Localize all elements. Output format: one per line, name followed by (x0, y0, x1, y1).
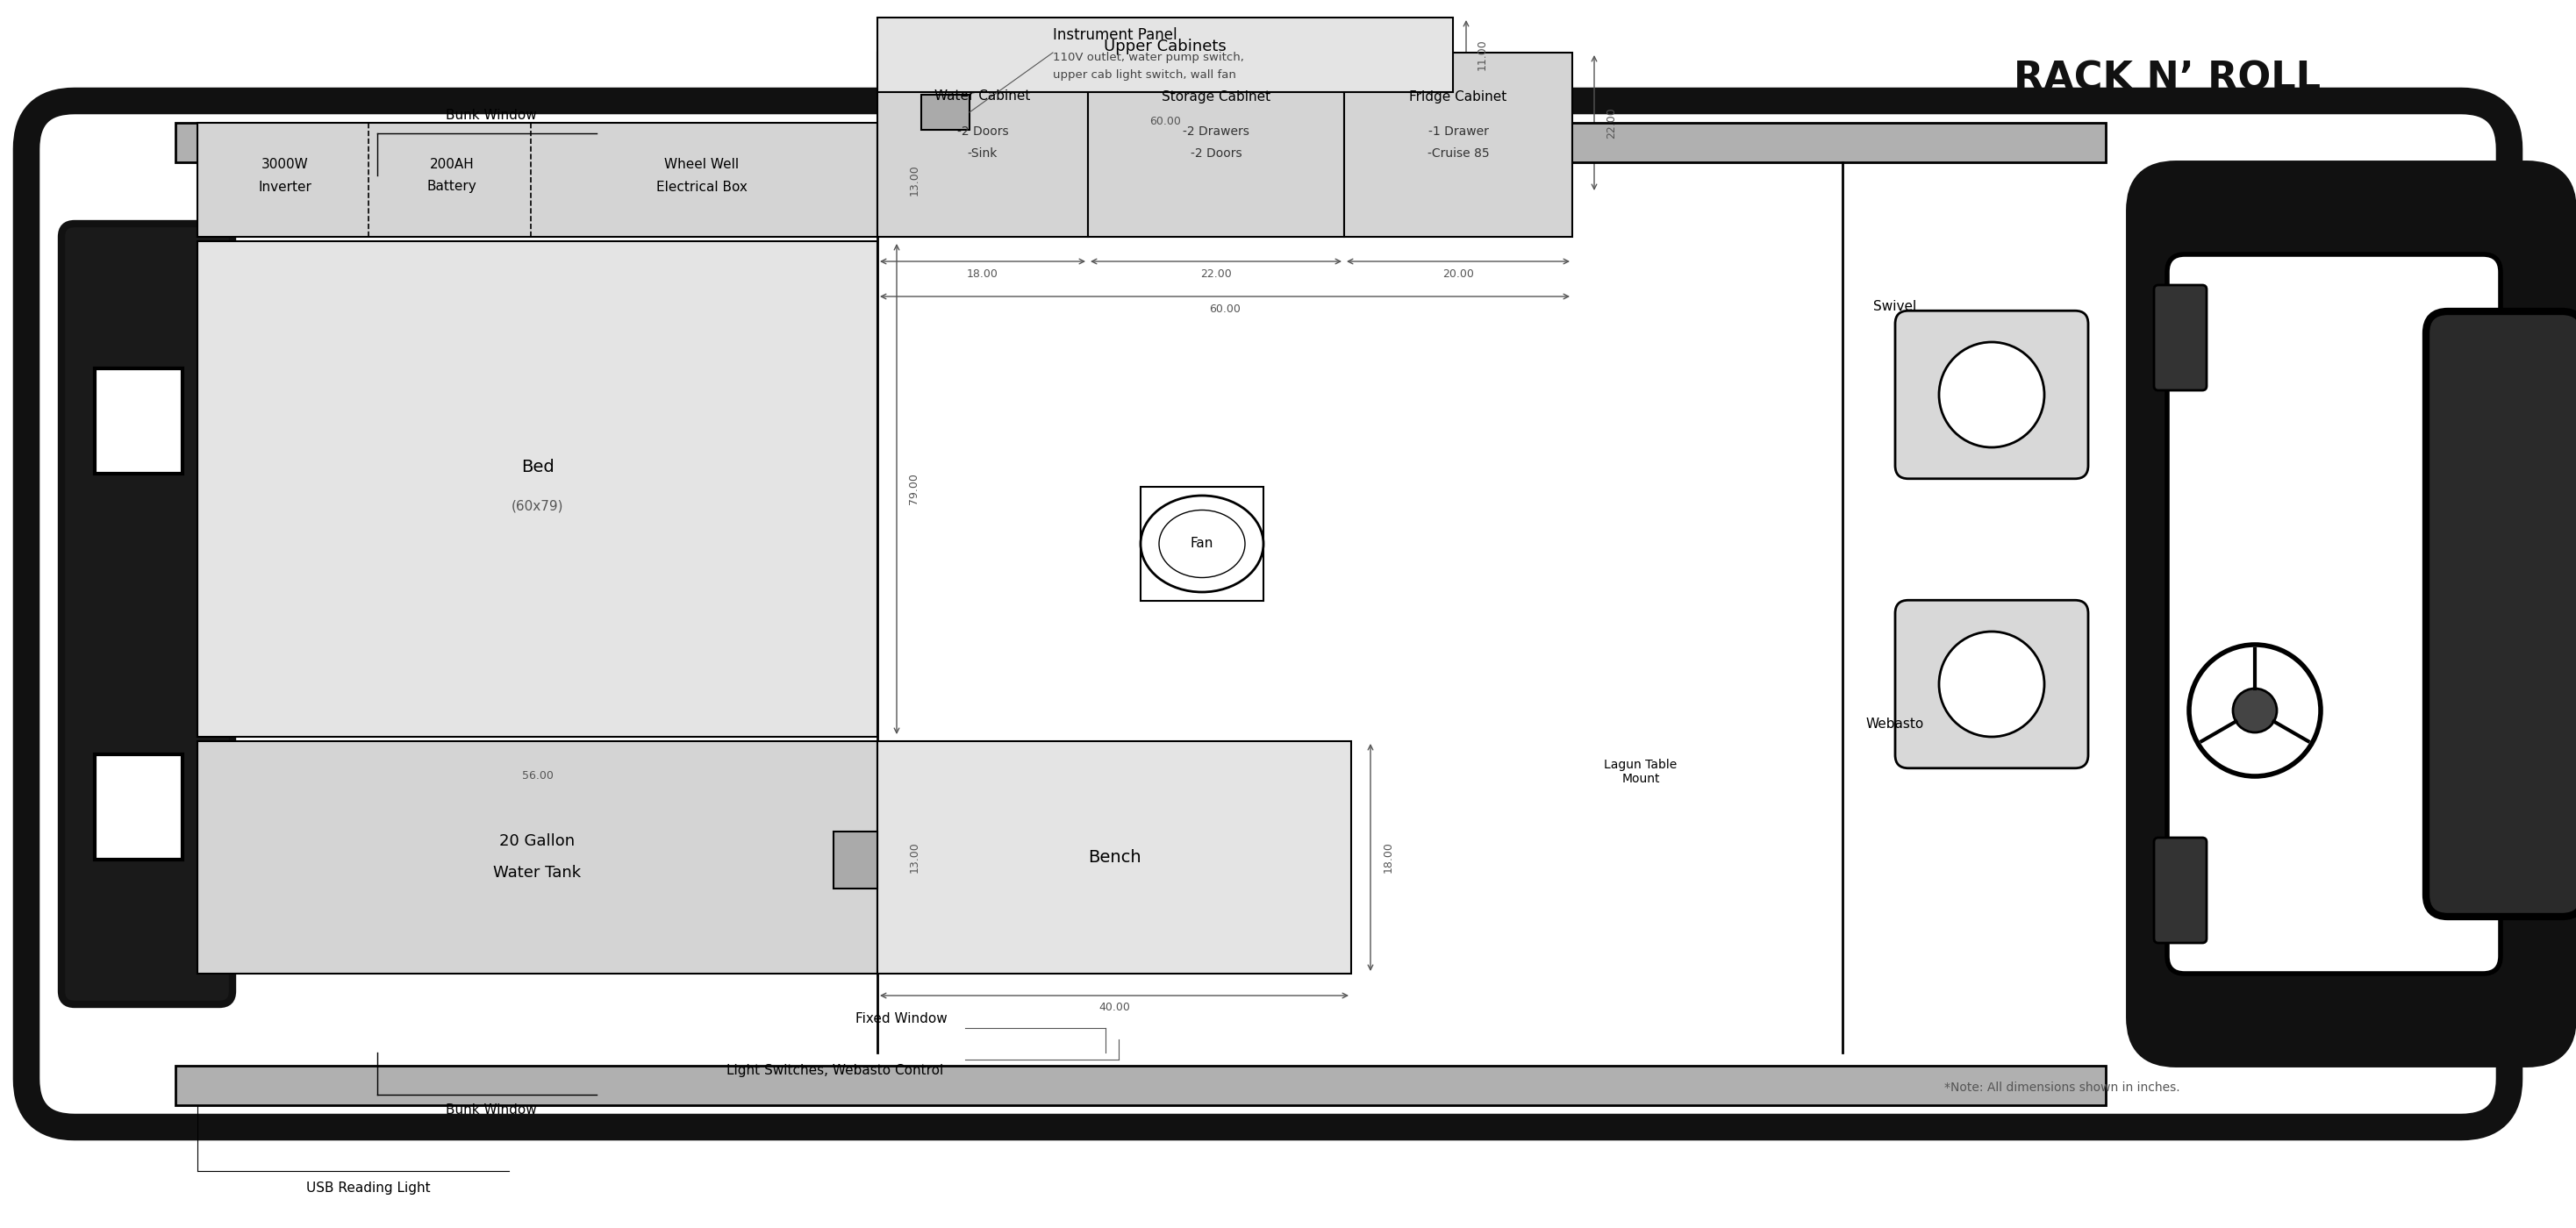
Bar (198, 123, 878, 237)
Bar (198, 241, 878, 737)
FancyBboxPatch shape (2427, 312, 2576, 916)
Bar (175, 123, 2105, 162)
FancyBboxPatch shape (62, 223, 232, 1005)
Text: -2 Doors: -2 Doors (1190, 147, 1242, 160)
Bar (878, 17, 1453, 92)
Bar (878, 53, 1087, 237)
FancyBboxPatch shape (1896, 311, 2089, 479)
Text: 13.00: 13.00 (909, 165, 920, 195)
Text: *Note: All dimensions shown in inches.: *Note: All dimensions shown in inches. (1945, 1082, 2179, 1094)
Text: -2 Doors: -2 Doors (956, 125, 1007, 138)
Text: Inverter: Inverter (258, 181, 312, 193)
Text: 60.00: 60.00 (1149, 117, 1180, 128)
Text: 18.00: 18.00 (1383, 841, 1394, 873)
Text: 22.00: 22.00 (1200, 268, 1231, 280)
Bar (1345, 53, 1571, 237)
Text: Swivel: Swivel (1873, 301, 1917, 313)
Bar (1141, 486, 1262, 600)
Text: Fan: Fan (1190, 538, 1213, 550)
Text: Lagun Table
Mount: Lagun Table Mount (1605, 759, 1677, 785)
Text: 110V outlet, water pump switch,: 110V outlet, water pump switch, (1054, 52, 1244, 63)
Circle shape (1940, 631, 2045, 737)
Text: USB Reading Light: USB Reading Light (307, 1181, 430, 1195)
FancyBboxPatch shape (2154, 285, 2208, 391)
Ellipse shape (1159, 510, 1244, 577)
Bar (198, 742, 878, 974)
Text: Webasto: Webasto (1865, 717, 1924, 731)
Text: Water Cabinet: Water Cabinet (935, 90, 1030, 103)
Text: 79.00: 79.00 (909, 473, 920, 505)
Text: Bench: Bench (1087, 849, 1141, 866)
FancyBboxPatch shape (2154, 837, 2208, 943)
Circle shape (2233, 689, 2277, 732)
Circle shape (2190, 645, 2321, 776)
FancyBboxPatch shape (2166, 254, 2501, 974)
Text: 3000W: 3000W (263, 157, 309, 171)
Bar (922, 95, 969, 130)
Text: Electrical Box: Electrical Box (657, 181, 747, 193)
Bar (95, 754, 183, 860)
FancyBboxPatch shape (26, 101, 2509, 1127)
Text: Bed: Bed (520, 459, 554, 475)
Text: Bunk Window: Bunk Window (446, 1104, 536, 1117)
Text: 13.00: 13.00 (909, 841, 920, 873)
Text: (60x79): (60x79) (510, 500, 564, 513)
Text: -2 Drawers: -2 Drawers (1182, 125, 1249, 138)
Text: 11.00: 11.00 (1476, 39, 1486, 70)
Bar (1087, 53, 1345, 237)
Text: 56.00: 56.00 (523, 770, 554, 781)
Text: Wheel Well: Wheel Well (665, 157, 739, 171)
Text: 200AH: 200AH (430, 157, 474, 171)
Text: 40.00: 40.00 (1097, 1002, 1131, 1013)
Text: -1 Drawer: -1 Drawer (1427, 125, 1489, 138)
Text: 60.00: 60.00 (1208, 303, 1242, 314)
Text: Fixed Window: Fixed Window (855, 1013, 948, 1025)
Text: Upper Cabinets: Upper Cabinets (1105, 38, 1226, 54)
Text: Instrument Panel: Instrument Panel (1054, 27, 1177, 43)
Circle shape (1940, 343, 2045, 447)
FancyBboxPatch shape (1896, 600, 2089, 769)
Text: -Cruise 85: -Cruise 85 (1427, 147, 1489, 160)
Text: -Sink: -Sink (969, 147, 997, 160)
FancyBboxPatch shape (2133, 167, 2571, 1061)
Bar (878, 742, 1352, 974)
Text: 20 Gallon: 20 Gallon (500, 834, 574, 850)
Text: RACK N’ ROLL: RACK N’ ROLL (2014, 60, 2321, 98)
Bar (835, 831, 878, 888)
Text: Bunk Window: Bunk Window (446, 109, 536, 123)
Text: 20.00: 20.00 (1443, 268, 1473, 280)
Text: Light Switches, Webasto Control: Light Switches, Webasto Control (726, 1063, 943, 1077)
Text: 22.00: 22.00 (1605, 107, 1618, 139)
Ellipse shape (1141, 496, 1262, 592)
Text: Storage Cabinet: Storage Cabinet (1162, 90, 1270, 103)
Text: Battery: Battery (428, 181, 477, 193)
Text: Water Tank: Water Tank (495, 866, 582, 882)
Bar (95, 368, 183, 474)
Text: Fridge Cabinet: Fridge Cabinet (1409, 90, 1507, 103)
Text: upper cab light switch, wall fan: upper cab light switch, wall fan (1054, 69, 1236, 80)
Bar (175, 1066, 2105, 1105)
Text: 18.00: 18.00 (966, 268, 999, 280)
